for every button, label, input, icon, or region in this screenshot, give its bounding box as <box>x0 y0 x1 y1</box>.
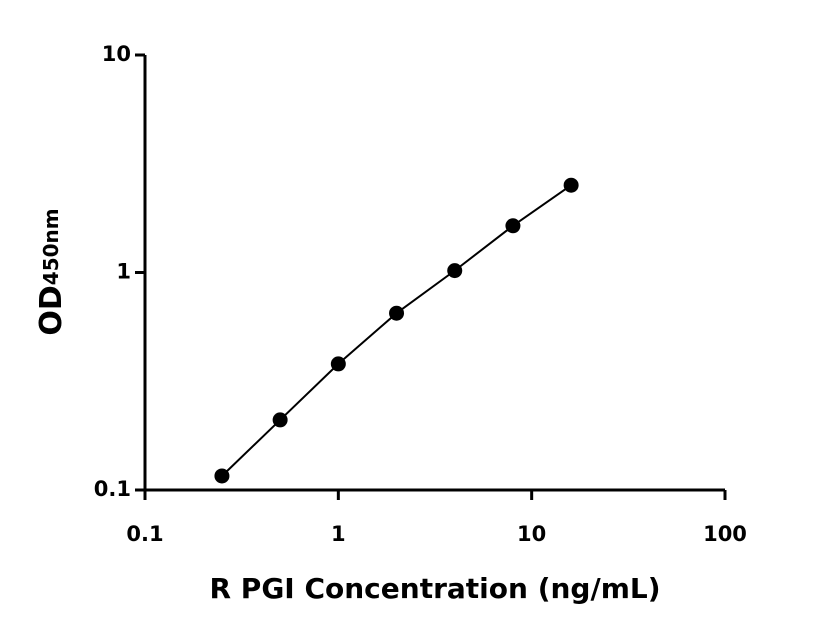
data-point <box>563 177 579 193</box>
y-axis-label-main: OD <box>34 285 69 335</box>
y-tick-label: 1 <box>116 260 131 284</box>
y-axis-label-sub: 450nm <box>39 208 63 285</box>
y-axis-label: OD450nm <box>34 208 69 335</box>
x-tick-label: 1 <box>331 522 346 546</box>
data-point <box>214 468 230 484</box>
y-tick-label: 10 <box>102 42 131 66</box>
x-tick-label: 100 <box>703 522 747 546</box>
x-tick-label: 10 <box>517 522 546 546</box>
data-point <box>447 263 463 279</box>
x-axis-label: R PGI Concentration (ng/mL) <box>209 572 660 605</box>
data-point <box>389 305 405 321</box>
data-point <box>330 356 346 372</box>
data-point <box>505 218 521 234</box>
data-point <box>272 412 288 428</box>
x-tick-label: 0.1 <box>126 522 163 546</box>
y-tick-label: 0.1 <box>94 477 131 501</box>
